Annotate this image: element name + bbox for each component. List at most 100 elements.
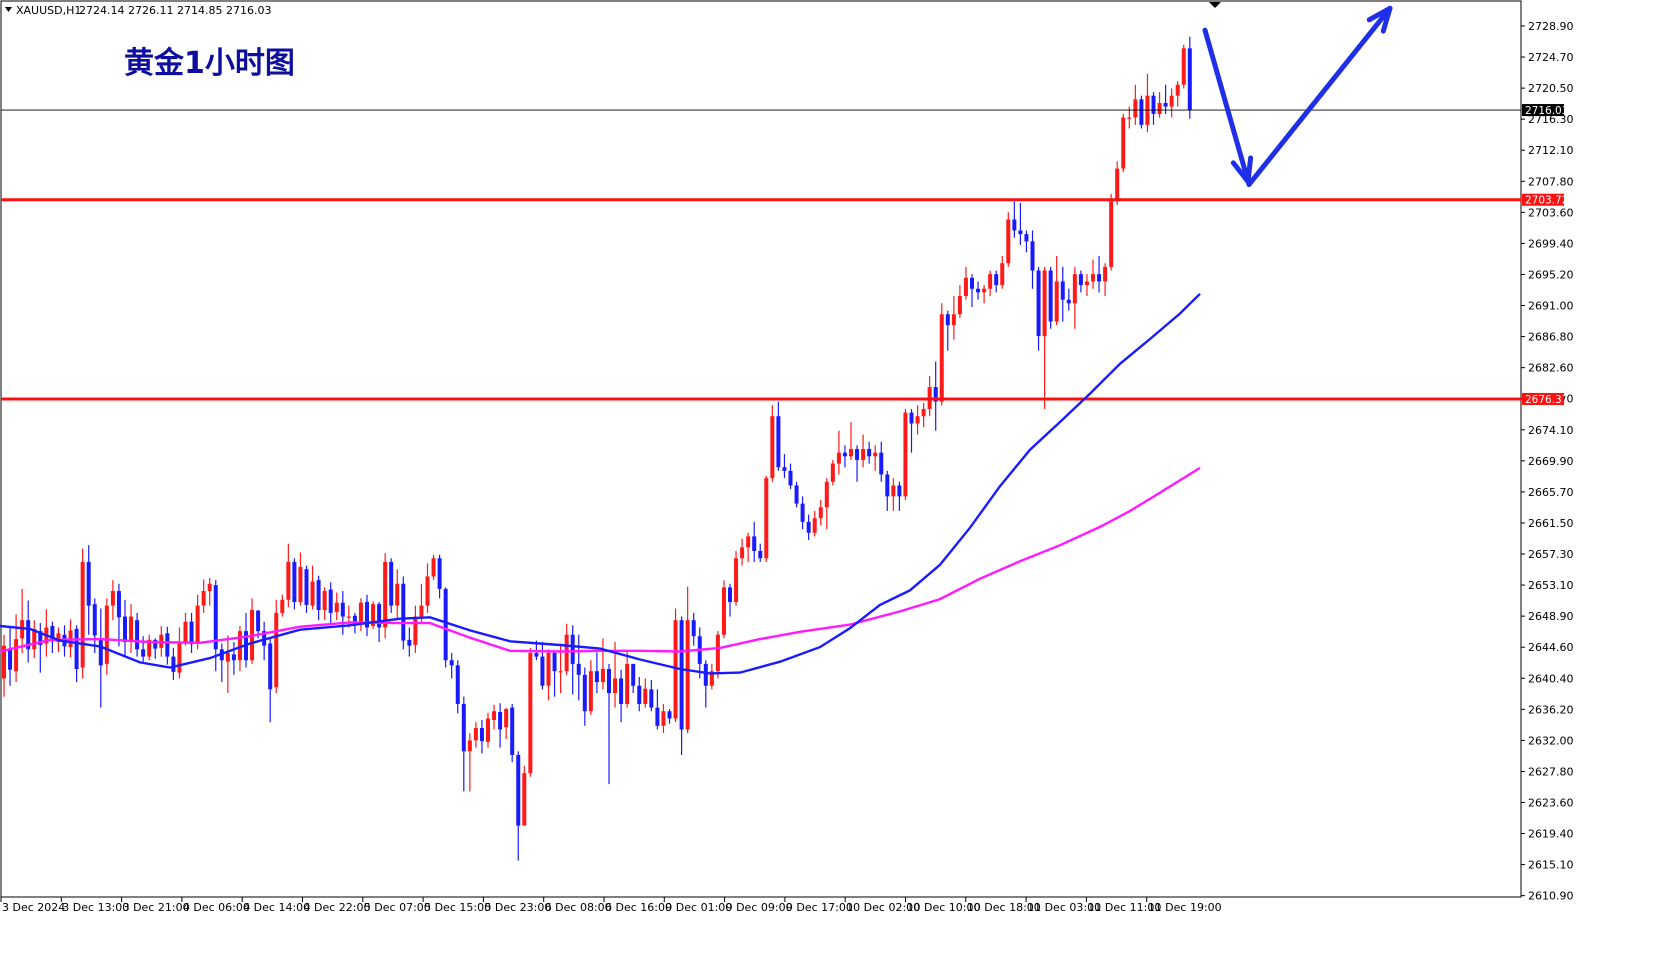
x-tick-label: 5 Dec 15:00 — [424, 901, 491, 914]
candle-body — [183, 621, 188, 643]
candle-body — [473, 727, 478, 741]
candle — [1030, 230, 1035, 289]
candle-body — [540, 656, 545, 686]
y-tick-label: 2724.70 — [1528, 51, 1574, 64]
dropdown-triangle-icon[interactable] — [5, 7, 12, 12]
x-tick-label: 5 Dec 07:00 — [364, 901, 431, 914]
x-tick-label: 11 Dec 11:00 — [1087, 901, 1161, 914]
candle-body — [897, 485, 902, 497]
candle-body — [861, 449, 866, 460]
candle — [26, 600, 31, 663]
candle — [1163, 84, 1168, 114]
candle-body — [328, 589, 333, 613]
x-tick-label: 6 Dec 16:00 — [605, 901, 672, 914]
candle — [2, 634, 6, 697]
x-tick-label: 11 Dec 19:00 — [1148, 901, 1222, 914]
candle — [310, 565, 315, 610]
candle-body — [1072, 274, 1077, 304]
candle-body — [1109, 201, 1114, 267]
price-axis[interactable]: 2728.90 2724.70 2720.50 2716.30 2712.10 2707.… — [1521, 20, 1574, 903]
candle-body — [879, 452, 884, 475]
candle — [1084, 274, 1089, 297]
candle-body — [280, 599, 285, 613]
candle-body — [340, 602, 345, 617]
candle-body — [1097, 274, 1102, 282]
candle — [655, 689, 660, 730]
candle-body — [110, 591, 115, 606]
candle-body — [915, 416, 920, 424]
candle — [867, 441, 872, 464]
candle-body — [939, 314, 944, 402]
ohlc-values: 2724.14 2726.11 2714.85 2716.03 — [79, 4, 271, 17]
projection-arrows — [1202, 5, 1393, 188]
candle — [945, 310, 950, 351]
candle-body — [528, 652, 533, 774]
y-tick-label: 2648.90 — [1528, 610, 1574, 623]
candle — [165, 626, 170, 665]
symbol-header: XAUUSD,H1 2724.14 2726.11 2714.85 2716.0… — [5, 4, 271, 17]
x-tick-label: 4 Dec 22:00 — [304, 901, 371, 914]
candle — [970, 274, 974, 307]
candle — [721, 580, 726, 639]
candle-body — [292, 561, 297, 602]
candle — [625, 650, 630, 708]
candle-body — [104, 605, 109, 664]
ma-fast-line — [0, 292, 1201, 675]
candle — [564, 623, 569, 675]
candle — [504, 707, 509, 739]
candle — [552, 650, 557, 697]
candle — [546, 649, 551, 701]
candle — [607, 663, 611, 785]
candle-body — [98, 638, 103, 666]
candle-body — [14, 639, 19, 672]
candle-body — [1091, 274, 1095, 282]
y-tick-label: 2728.90 — [1528, 20, 1574, 33]
candle — [358, 598, 363, 632]
x-tick-label: 10 Dec 18:00 — [967, 901, 1041, 914]
candle-body — [891, 485, 896, 497]
candle-body — [256, 610, 261, 632]
candle — [237, 626, 242, 672]
candle-body — [86, 561, 91, 606]
candle-body — [607, 668, 611, 694]
y-tick-label: 2682.60 — [1528, 362, 1574, 375]
candle-body — [346, 616, 351, 618]
candle-body — [679, 620, 684, 730]
candle-body — [413, 616, 418, 645]
x-tick-label: 9 Dec 01:00 — [665, 901, 732, 914]
candle — [425, 563, 430, 613]
candle-body — [1060, 281, 1065, 300]
candle — [135, 612, 140, 657]
candle-body — [758, 550, 763, 559]
candle — [1157, 92, 1162, 118]
candle — [383, 553, 388, 639]
candle-body — [1030, 241, 1035, 271]
candle-body — [988, 274, 993, 289]
candle-body — [788, 470, 793, 486]
candle — [770, 405, 775, 482]
candle — [365, 594, 369, 637]
candle — [631, 663, 636, 694]
candle-body — [963, 277, 968, 297]
candle-body — [806, 521, 811, 533]
candle-body — [570, 634, 575, 664]
candle-body — [74, 628, 79, 669]
candle-body — [867, 449, 872, 457]
candle — [322, 587, 327, 621]
candle-body — [522, 773, 527, 826]
candle-body — [1169, 95, 1174, 107]
candle — [316, 575, 321, 621]
candle — [443, 587, 448, 668]
candle-body — [721, 587, 726, 635]
candle — [782, 454, 787, 479]
y-tick-label: 2703.60 — [1528, 206, 1574, 219]
candle — [110, 580, 115, 621]
candle-body — [1151, 95, 1156, 114]
price-tag-label: 2703.72 — [1525, 195, 1568, 207]
candle-body — [709, 671, 714, 686]
x-tick-label: 9 Dec 17:00 — [786, 901, 853, 914]
candle — [38, 623, 43, 673]
candle-body — [576, 663, 581, 675]
